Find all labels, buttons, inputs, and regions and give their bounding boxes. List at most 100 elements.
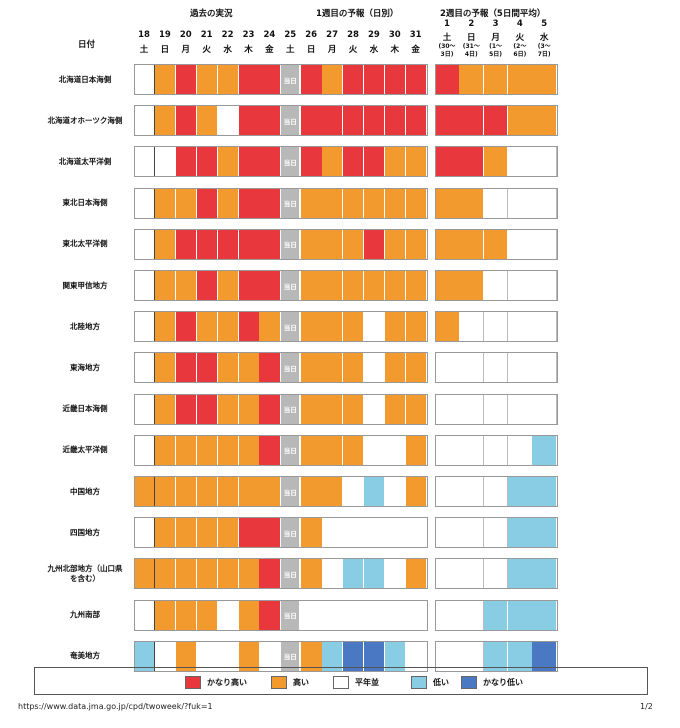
week2-date-header: 2: [468, 19, 475, 29]
forecast-cell: [175, 434, 198, 466]
week2-forecast-cell: [507, 352, 533, 384]
week2-forecast-cell: [532, 640, 557, 672]
week2-forecast-cell: [483, 517, 509, 549]
forecast-cell: [259, 599, 281, 631]
today-cell: 当日: [281, 476, 301, 507]
week2-forecast-cell: [532, 146, 557, 178]
forecast-cell: [363, 187, 386, 219]
week2-forecast-cell: [507, 393, 533, 425]
week2-forecast-cell: [459, 599, 485, 631]
header-week2-title: 2週目の予報（5日間平均）: [440, 9, 546, 19]
day-weekday-header: 火: [202, 45, 211, 55]
today-cell: 当日: [281, 311, 301, 343]
legend-label: 平年並: [355, 678, 379, 687]
week2-forecast-cell: [435, 393, 460, 425]
forecast-cell: [322, 187, 344, 219]
forecast-cell: [405, 558, 428, 590]
today-cell: 当日: [281, 393, 301, 425]
week2-date-header: 1: [444, 19, 450, 29]
day-weekday-header: 月: [181, 45, 191, 55]
forecast-cell: [363, 105, 386, 137]
forecast-cell: [238, 64, 260, 95]
forecast-cell: [405, 146, 428, 178]
forecast-cell: [154, 270, 177, 301]
forecast-cell: [405, 393, 428, 425]
forecast-cell: [301, 476, 323, 507]
forecast-cell: [175, 311, 198, 343]
day-weekday-header: 土: [139, 45, 149, 55]
forecast-cell: [134, 228, 156, 260]
forecast-cell: [154, 352, 177, 384]
forecast-cell: [259, 270, 281, 301]
forecast-cell: [301, 434, 323, 466]
region-label-line: 北海道太平洋側: [58, 156, 112, 166]
today-cell: 当日: [281, 434, 301, 466]
forecast-cell: [196, 352, 219, 384]
forecast-cell: [175, 640, 198, 672]
week2-forecast-cell: [507, 517, 533, 549]
forecast-cell: [343, 517, 365, 549]
week2-forecast-cell: [483, 270, 509, 301]
forecast-cell: [196, 64, 219, 95]
week2-forecast-cell: [532, 517, 557, 549]
forecast-cell: [301, 64, 323, 95]
forecast-cell: [217, 640, 239, 672]
week2-forecast-cell: [459, 476, 485, 507]
week2-forecast-cell: [483, 311, 509, 343]
region-label-line: を含む）: [70, 573, 100, 583]
forecast-cell: [405, 228, 428, 260]
day-weekday-header: 月: [327, 45, 337, 55]
forecast-cell: [175, 393, 198, 425]
region-label: 東北日本海側: [30, 198, 140, 208]
week2-forecast-cell: [532, 434, 557, 466]
forecast-cell: [196, 640, 219, 672]
today-cell: 当日: [281, 105, 301, 137]
week2-forecast-cell: [459, 517, 485, 549]
day-weekday-header: 火: [348, 45, 358, 55]
forecast-cell: [384, 105, 407, 137]
week2-forecast-cell: [483, 228, 509, 260]
region-label: 関東甲信地方: [30, 281, 140, 291]
week2-range-header: 6日): [513, 51, 527, 58]
forecast-cell: [384, 558, 407, 590]
week2-forecast-cell: [459, 434, 485, 466]
forecast-cell: [238, 352, 260, 384]
forecast-cell: [238, 599, 260, 631]
week2-range-header: 4日): [464, 51, 478, 58]
today-cell: 当日: [281, 187, 301, 219]
week2-range-header: (30〜: [438, 43, 456, 50]
week2-forecast-cell: [483, 352, 509, 384]
forecast-cell: [134, 558, 156, 590]
week2-forecast-cell: [435, 599, 460, 631]
forecast-cell: [217, 393, 239, 425]
forecast-cell: [196, 393, 219, 425]
week2-forecast-cell: [483, 187, 509, 219]
forecast-cell: [154, 599, 177, 631]
region-label: 中国地方: [30, 487, 140, 497]
footer-url[interactable]: https://www.data.jma.go.jp/cpd/twoweek/?…: [18, 702, 213, 711]
forecast-cell: [217, 434, 239, 466]
forecast-cell: [322, 393, 344, 425]
forecast-cell: [175, 270, 198, 301]
region-label-line: 関東甲信地方: [62, 280, 108, 290]
week2-weekday-header: 水: [539, 33, 549, 43]
forecast-cell: [301, 105, 323, 137]
forecast-cell: [405, 352, 428, 384]
week2-range-header: (31〜: [462, 43, 480, 50]
week2-forecast-cell: [459, 64, 485, 95]
forecast-cell: [384, 434, 407, 466]
forecast-cell: [405, 599, 428, 631]
week2-forecast-cell: [483, 558, 509, 590]
region-label-line: 北海道オホーツク海側: [47, 115, 123, 125]
forecast-cell: [134, 517, 156, 549]
forecast-cell: [322, 105, 344, 137]
forecast-cell: [343, 64, 365, 95]
forecast-cell: [196, 311, 219, 343]
region-label-line: 奄美地方: [70, 651, 100, 661]
forecast-cell: [154, 146, 177, 178]
forecast-cell: [405, 434, 428, 466]
forecast-cell: [134, 476, 156, 507]
today-cell: 当日: [281, 558, 301, 590]
forecast-cell: [384, 228, 407, 260]
week2-forecast-cell: [459, 146, 485, 178]
